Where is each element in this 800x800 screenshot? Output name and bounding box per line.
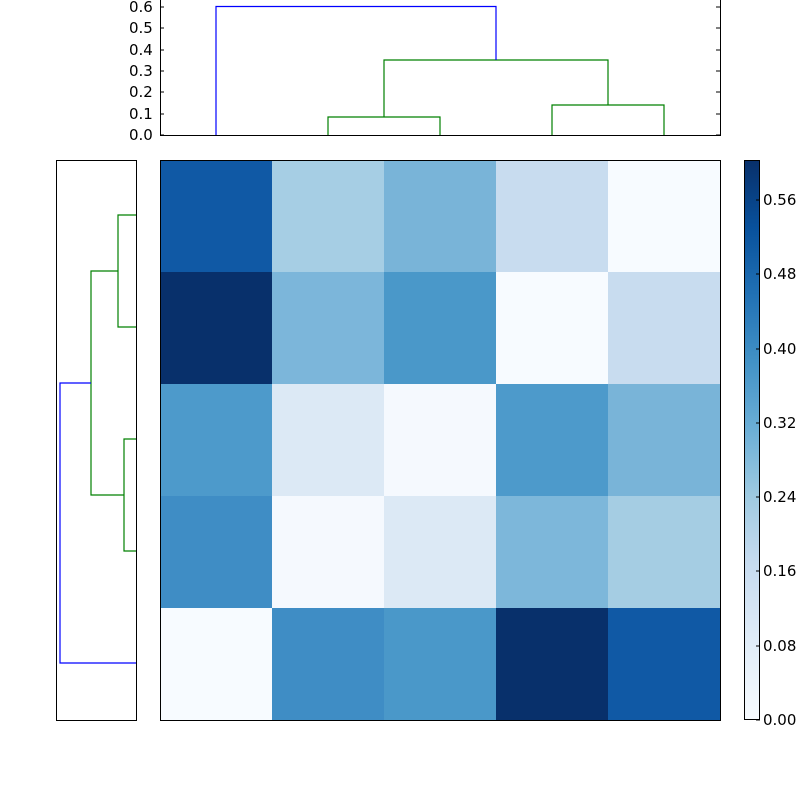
heatmap-cell xyxy=(608,608,720,720)
colorbar-tick-label: 0.16 xyxy=(763,562,797,580)
heatmap-frame xyxy=(160,160,721,721)
heatmap-cell xyxy=(160,608,272,720)
heatmap-cell xyxy=(272,496,384,608)
top-ytick-label: 0.3 xyxy=(129,62,153,80)
top-ytick-label: 0.5 xyxy=(129,19,153,37)
heatmap-cell xyxy=(496,608,608,720)
colorbar-tick-label: 0.32 xyxy=(763,414,797,432)
heatmap-cell xyxy=(496,496,608,608)
top-ytick-label: 0.0 xyxy=(129,126,153,144)
colorbar-tick-label: 0.40 xyxy=(763,340,797,358)
heatmap-cell xyxy=(384,160,496,272)
colorbar-tick-label: 0.24 xyxy=(763,488,797,506)
colorbar-tick-label: 0.08 xyxy=(763,637,797,655)
heatmap-cell xyxy=(384,384,496,496)
heatmap-cell xyxy=(496,272,608,384)
colorbar-tick-label: 0.00 xyxy=(763,711,797,729)
colorbar-tick-label: 0.56 xyxy=(763,191,797,209)
heatmap-cell xyxy=(160,160,272,272)
heatmap-cell xyxy=(272,608,384,720)
top-ytick-label: 0.1 xyxy=(129,105,153,123)
colorbar-tick-label: 0.48 xyxy=(763,265,797,283)
heatmap-cell xyxy=(384,272,496,384)
left-link-blue xyxy=(59,382,136,664)
top-link-blue xyxy=(215,5,497,135)
heatmap-cell xyxy=(272,272,384,384)
heatmap-cell xyxy=(496,160,608,272)
colorbar xyxy=(744,160,760,720)
heatmap-cell xyxy=(608,384,720,496)
heatmap-cell xyxy=(608,160,720,272)
heatmap-cell xyxy=(608,272,720,384)
top-dendrogram-axes xyxy=(160,0,721,136)
heatmap-cell xyxy=(384,608,496,720)
heatmap-cell xyxy=(272,384,384,496)
top-ytick-label: 0.6 xyxy=(129,0,153,16)
heatmap-cell xyxy=(160,272,272,384)
top-ytick-label: 0.2 xyxy=(129,83,153,101)
heatmap-cell xyxy=(608,496,720,608)
heatmap-cell xyxy=(496,384,608,496)
heatmap-cell xyxy=(160,384,272,496)
heatmap-cell xyxy=(272,160,384,272)
top-ytick-label: 0.4 xyxy=(129,41,153,59)
heatmap-cell xyxy=(160,496,272,608)
heatmap-cell xyxy=(384,496,496,608)
heatmap xyxy=(160,160,720,720)
